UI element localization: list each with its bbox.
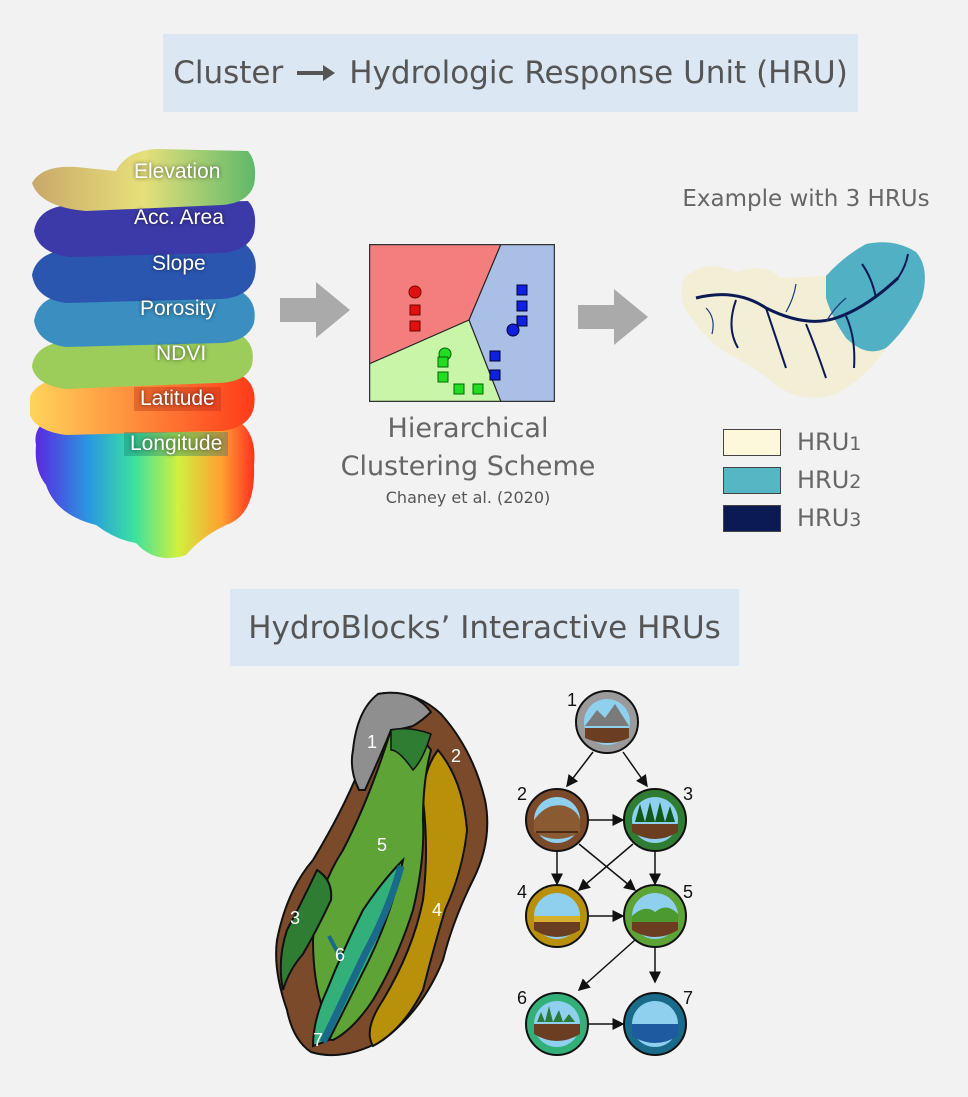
layer-stack: Elevation Acc. Area Slope Porosity NDVI … [26,145,261,565]
hillslope-unit-5: 5 [377,835,388,855]
layer-label-acc-area: Acc. Area [134,206,224,229]
hillslope-unit-3: 3 [290,908,301,928]
graph-node-5 [623,884,687,948]
layer-label-ndvi: NDVI [156,342,207,365]
layer-stack-graphic [30,149,256,559]
hillslope-unit-1: 1 [367,732,378,752]
layer-label-latitude: Latitude [134,387,221,411]
clustering-title-line2: Clustering Scheme [340,451,596,482]
clustering-citation: Chaney et al. (2020) [385,488,551,507]
latitude-layer [30,373,255,435]
legend-swatch-hru1 [723,428,781,456]
clustering-plot [368,243,556,406]
legend-item-hru1: HRU1 [723,428,861,456]
hillslope-unit-4: 4 [432,900,443,920]
right-arrow-icon [295,63,337,83]
banner-hru-text: Hydrologic Response Unit (HRU) [349,55,848,91]
hillslope-unit-2: 2 [451,746,462,766]
graph-node-label-6: 6 [517,988,528,1008]
graph-node-6 [525,992,589,1056]
slope-layer [32,245,256,303]
graph-node-3 [623,788,687,852]
top-banner: Cluster Hydrologic Response Unit (HRU) [163,34,858,112]
clustering-caption: Hierarchical Clustering Scheme Chaney et… [318,410,618,507]
elevation-layer [32,149,256,211]
graph-node-label-4: 4 [517,882,528,902]
legend-label-hru3: HRU3 [797,504,862,532]
legend-item-hru2: HRU2 [723,466,861,494]
hru-example-map [676,238,928,407]
layer-label-porosity: Porosity [140,297,216,320]
longitude-layer [35,415,255,559]
example-title: Example with 3 HRUs [682,186,930,212]
graph-node-4 [525,884,589,948]
bottom-banner: HydroBlocks’ Interactive HRUs [230,589,739,666]
graph-node-label-5: 5 [683,882,694,902]
hillslope-unit-7: 7 [313,1030,324,1050]
flow-arrow-icon [280,282,350,342]
graph-node-2 [525,788,589,852]
legend-item-hru3: HRU3 [723,504,861,532]
graph-node-label-7: 7 [683,988,694,1008]
layer-label-elevation: Elevation [134,160,221,183]
graph-node-7 [623,992,687,1056]
hillslope-unit-6: 6 [335,945,346,965]
porosity-layer [34,291,255,347]
graph-node-label-1: 1 [567,690,578,710]
graph-node-label-2: 2 [517,784,528,804]
hru-connectivity-graph: 1 2 3 4 5 6 7 [505,686,705,1065]
ndvi-layer [32,333,253,389]
layer-label-longitude: Longitude [124,432,229,456]
layer-label-slope: Slope [152,252,206,275]
legend-label-hru1: HRU1 [797,428,862,456]
hillslope-map: 1 2 3 4 5 6 7 [273,690,498,1064]
banner-cluster-text: Cluster [173,55,284,91]
legend-swatch-hru2 [723,466,781,494]
flow-arrow-icon [578,289,648,349]
graph-node-1 [575,690,639,754]
acc-area-layer [34,201,256,257]
legend-label-hru2: HRU2 [797,466,862,494]
graph-node-label-3: 3 [683,784,694,804]
legend-swatch-hru3 [723,504,781,532]
clustering-title-line1: Hierarchical [387,413,549,444]
